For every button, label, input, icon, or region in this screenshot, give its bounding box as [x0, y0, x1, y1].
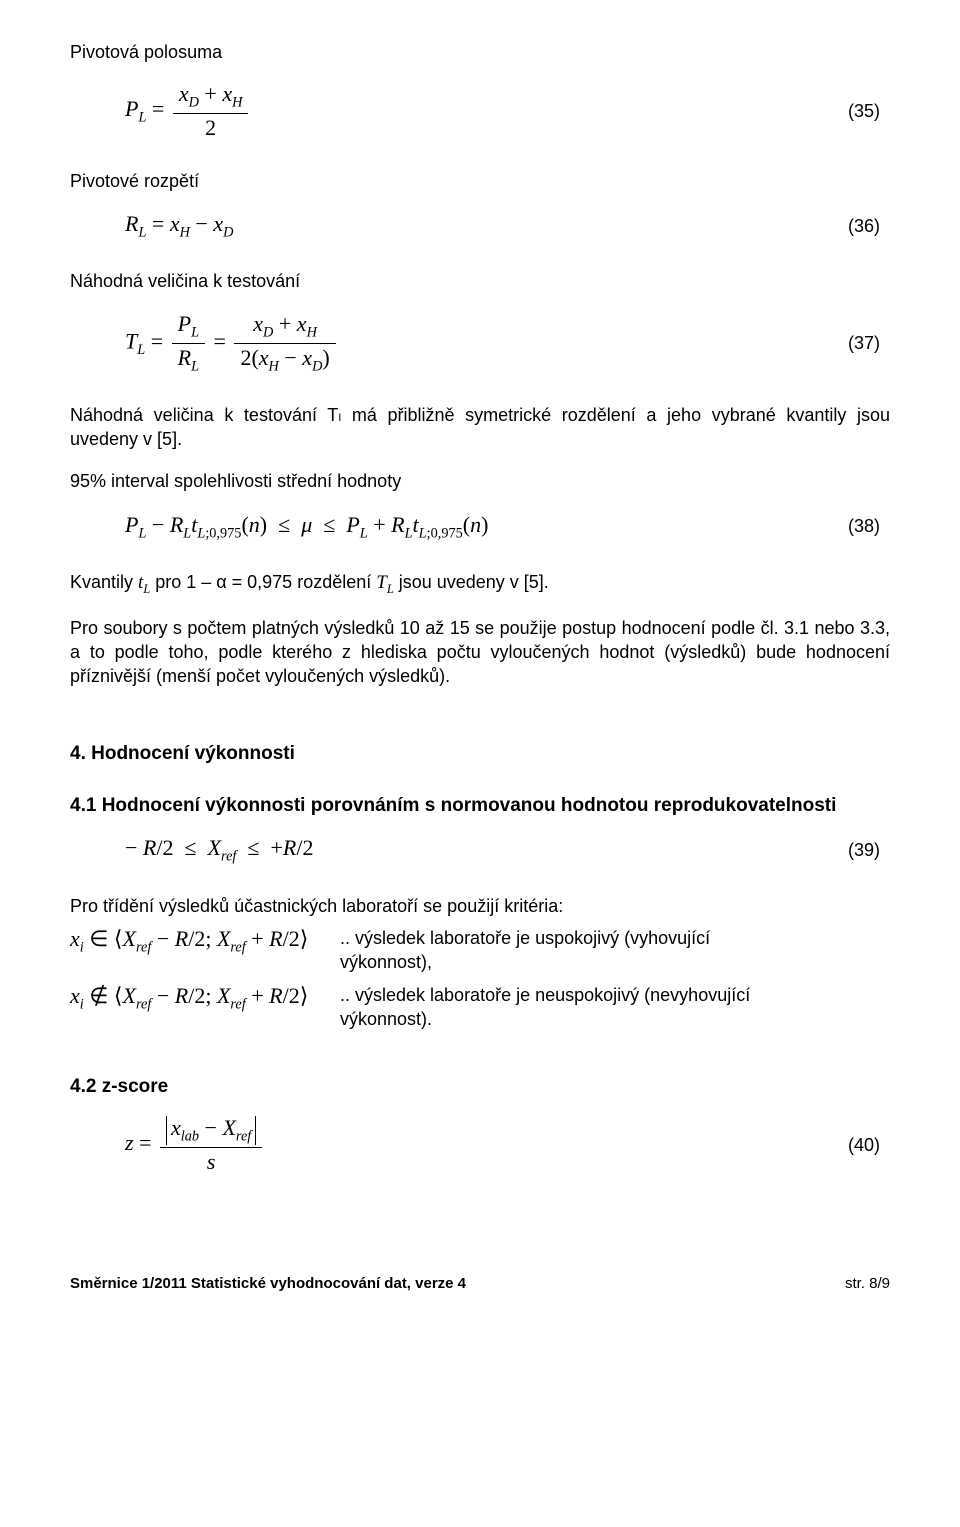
para-trideni: Pro třídění výsledků účastnických labora… [70, 894, 890, 918]
equation-37-row: TL = PL RL = xD + xH 2(xH − xD) (37) [70, 312, 890, 375]
footer-right: str. 8/9 [845, 1275, 890, 1292]
criterion-2-math: xi ∉ ⟨Xref − R/2; Xref + R/2⟩ [70, 983, 308, 1008]
criterion-2-row: xi ∉ ⟨Xref − R/2; Xref + R/2⟩ .. výslede… [70, 983, 890, 1032]
section-title: Pivotová polosuma [70, 40, 890, 64]
para-kvantily-pre: Kvantily [70, 572, 138, 592]
equation-40-row: z = xlab − Xref s (40) [70, 1116, 890, 1174]
equation-35-number: (35) [848, 101, 880, 122]
criterion-1-line1: .. výsledek laboratoře je uspokojivý (vy… [340, 928, 710, 948]
criterion-1-row: xi ∈ ⟨Xref − R/2; Xref + R/2⟩ .. výslede… [70, 926, 890, 975]
equation-38-row: PL − RLtL;0,975(n) ≤ μ ≤ PL + RLtL;0,975… [70, 512, 890, 542]
equation-38: PL − RLtL;0,975(n) ≤ μ ≤ PL + RLtL;0,975… [125, 512, 488, 542]
equation-37-number: (37) [848, 333, 880, 354]
criterion-1-line2: výkonnost), [340, 952, 432, 972]
equation-36-number: (36) [848, 216, 880, 237]
criterion-2-text: .. výsledek laboratoře je neuspokojivý (… [340, 983, 750, 1032]
para-symetricke: Náhodná veličina k testování Tₗ má přibl… [70, 403, 890, 452]
para-kvantily: Kvantily tL pro 1 – α = 0,975 rozdělení … [70, 570, 890, 597]
equation-36: RL = xH − xD [125, 211, 233, 241]
label-testovani: Náhodná veličina k testování [70, 269, 890, 293]
criterion-1-text: .. výsledek laboratoře je uspokojivý (vy… [340, 926, 710, 975]
page-footer: Směrnice 1/2011 Statistické vyhodnocován… [70, 1275, 890, 1292]
label-rozpeti: Pivotové rozpětí [70, 169, 890, 193]
equation-39-number: (39) [848, 840, 880, 861]
equation-37: TL = PL RL = xD + xH 2(xH − xD) [125, 312, 339, 375]
para-soubory: Pro soubory s počtem platných výsledků 1… [70, 616, 890, 689]
para-kvantily-post: jsou uvedeny v [5]. [394, 572, 549, 592]
criterion-2-line1: .. výsledek laboratoře je neuspokojivý (… [340, 985, 750, 1005]
equation-39: − R/2 ≤ Xref ≤ +R/2 [125, 835, 313, 865]
criterion-1-math: xi ∈ ⟨Xref − R/2; Xref + R/2⟩ [70, 926, 308, 951]
para-interval: 95% interval spolehlivosti střední hodno… [70, 469, 890, 493]
equation-40-number: (40) [848, 1135, 880, 1156]
para-kvantily-mid: pro 1 – α = 0,975 rozdělení [150, 572, 376, 592]
heading-4: 4. Hodnocení výkonnosti [70, 743, 890, 765]
equation-38-number: (38) [848, 516, 880, 537]
heading-4-2: 4.2 z-score [70, 1076, 890, 1098]
equation-36-row: RL = xH − xD (36) [70, 211, 890, 241]
equation-35-row: PL = xD + xH 2 (35) [70, 82, 890, 140]
footer-left: Směrnice 1/2011 Statistické vyhodnocován… [70, 1275, 466, 1292]
equation-39-row: − R/2 ≤ Xref ≤ +R/2 (39) [70, 835, 890, 865]
criterion-2-line2: výkonnost). [340, 1009, 432, 1029]
equation-35: PL = xD + xH 2 [125, 82, 251, 140]
equation-40: z = xlab − Xref s [125, 1116, 265, 1174]
heading-4-1: 4.1 Hodnocení výkonnosti porovnáním s no… [70, 795, 890, 817]
